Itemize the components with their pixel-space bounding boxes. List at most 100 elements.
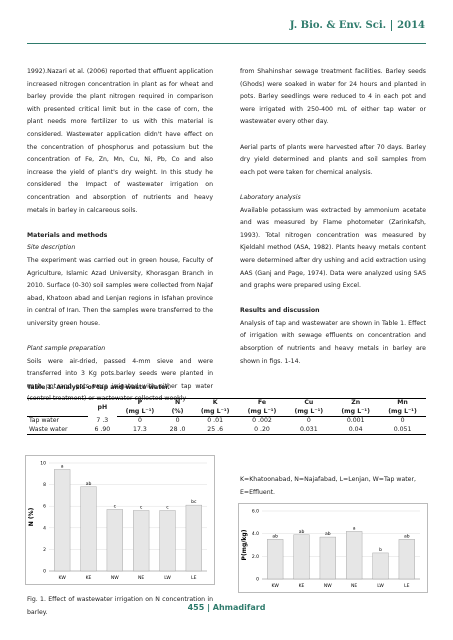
column-header: Zn xyxy=(332,398,380,408)
bar xyxy=(346,531,363,580)
significance-letter: a xyxy=(61,464,64,469)
row-label: Waste water xyxy=(27,425,89,435)
row-label: Tap water xyxy=(29,417,60,424)
frame xyxy=(238,503,428,593)
x-tick-label: NE xyxy=(138,575,144,581)
cell: 0 xyxy=(175,417,180,424)
journal: J. Bio. & Env. Sci. xyxy=(289,20,387,31)
row: Waste water 6 .90 17.3 28 .0 25 .6 0 .20 0.031… xyxy=(27,425,426,435)
y-tick-label: 2.0 xyxy=(252,554,259,560)
author: Ahmadifard xyxy=(212,603,266,612)
y-tick-label: 0 xyxy=(43,569,46,575)
left-column: 1992).Nazari et al. (2006) reported that… xyxy=(27,66,213,406)
x-tick-label: KE xyxy=(299,583,305,589)
significance-letter: b xyxy=(379,547,382,553)
paragraph: 1992).Nazari et al. (2006) reported that… xyxy=(27,68,213,214)
unit: (mg L⁻¹) xyxy=(332,407,380,417)
significance-letter: c xyxy=(166,506,169,511)
column-header: Fe xyxy=(238,398,286,408)
bar xyxy=(54,469,71,572)
heading: Results and discussion xyxy=(240,307,320,315)
bar xyxy=(80,486,97,572)
table-caption: Table 1. Analysis of tap and waste water… xyxy=(27,384,170,391)
x-tick-label: LE xyxy=(191,575,197,581)
frame xyxy=(25,455,215,585)
row: Tap water 7 .3 0 0 0 .01 0 .002 0 0.001 0 xyxy=(27,417,426,426)
significance-letter: ab xyxy=(404,533,410,539)
column-header: Mn xyxy=(379,398,426,408)
bar xyxy=(185,504,202,572)
column-header: pH xyxy=(88,398,117,417)
separator xyxy=(391,20,393,31)
unit: (mg L⁻¹) xyxy=(285,407,333,417)
column-header: N xyxy=(163,398,192,408)
footer: 455 | Ahmadifard xyxy=(187,603,266,612)
subheading: Plant sample preparation xyxy=(27,345,106,353)
unit: (mg L⁻¹) xyxy=(191,407,239,417)
x-tick-label: LW xyxy=(164,575,171,581)
heading: Materials and methods xyxy=(27,231,108,239)
cell xyxy=(27,407,89,417)
column-header: K xyxy=(191,398,239,408)
bar xyxy=(372,552,389,580)
right-column: from Shahinshar sewage treatment facilit… xyxy=(240,66,426,368)
y-tick-label: 4 xyxy=(43,525,46,531)
paragraph: Aerial parts of plants were harvested af… xyxy=(240,143,426,176)
column-header: P xyxy=(116,398,164,408)
y-tick-label: 6.0 xyxy=(252,509,259,515)
cell: 28 .0 xyxy=(163,425,192,435)
bar xyxy=(319,536,336,580)
x-tick-label: LE xyxy=(404,583,410,589)
year: 2014 xyxy=(397,20,425,31)
cell: 0.031 xyxy=(285,425,333,435)
unit: (mg L⁻¹) xyxy=(379,407,426,417)
bar xyxy=(159,510,176,572)
cell: 0.04 xyxy=(332,425,380,435)
legend-note: K=Khatoonabad, N=Najafabad, L=Lenjan, W=… xyxy=(240,476,417,496)
y-tick-label: 6 xyxy=(43,504,46,510)
cell: 0 xyxy=(137,417,142,424)
cell: 7 .3 xyxy=(96,416,109,424)
cell: 0.051 xyxy=(379,425,426,435)
paragraph: Available potassium was extracted by amm… xyxy=(240,206,426,290)
unit: (%) xyxy=(163,407,192,417)
header-rule xyxy=(27,43,426,44)
x-tick-label: KE xyxy=(86,575,92,581)
column-header: Cu xyxy=(285,398,333,408)
x-tick-label: KW xyxy=(59,575,67,581)
cell: 0 .002 xyxy=(252,417,272,424)
cell: 17.3 xyxy=(116,425,164,435)
significance-letter: c xyxy=(140,506,143,511)
x-tick-label: NE xyxy=(351,583,357,589)
y-tick-label: 4.0 xyxy=(252,531,259,537)
paragraph: The experiment was carried out in green … xyxy=(27,256,213,327)
y-tick-label: 2 xyxy=(43,547,46,553)
subheading: Site description xyxy=(27,244,76,252)
x-tick-label: KW xyxy=(272,583,280,589)
significance-letter: a xyxy=(353,526,356,531)
significance-letter: bc xyxy=(191,499,197,505)
cell: 25 .6 xyxy=(191,425,239,435)
cell: 6 .90 xyxy=(88,425,117,435)
y-tick-label: 0 xyxy=(256,577,259,583)
bar xyxy=(267,539,284,580)
header: J. Bio. & Env. Sci. 2014 xyxy=(290,20,425,31)
significance-letter: ab xyxy=(272,533,278,539)
significance-letter: ab xyxy=(299,529,305,535)
significance-letter: ab xyxy=(86,481,92,487)
figure-caption: Fig. 1. Effect of wastewater irrigation … xyxy=(27,596,213,616)
x-tick-label: LW xyxy=(377,583,384,589)
significance-letter: ab xyxy=(325,531,331,537)
x-tick-label: NW xyxy=(111,575,119,581)
table: pH P N K Fe Cu Zn Mn (mg L⁻¹) (%) (mg L⁻¹) (mg L⁻¹)… xyxy=(27,398,426,435)
paragraph: from Shahinshar sewage treatment facilit… xyxy=(240,68,426,126)
cell: 0 .01 xyxy=(207,417,224,424)
paragraph: Analysis of tap and wastewater are shown… xyxy=(240,319,426,365)
y-tick-label: 10 xyxy=(40,461,46,467)
unit: (mg L⁻¹) xyxy=(238,407,286,417)
header-row: pH P N K Fe Cu Zn Mn xyxy=(27,398,426,417)
cell: 0.001 xyxy=(346,417,365,424)
cell: 0 xyxy=(400,417,405,424)
x-tick-label: NW xyxy=(324,583,332,589)
